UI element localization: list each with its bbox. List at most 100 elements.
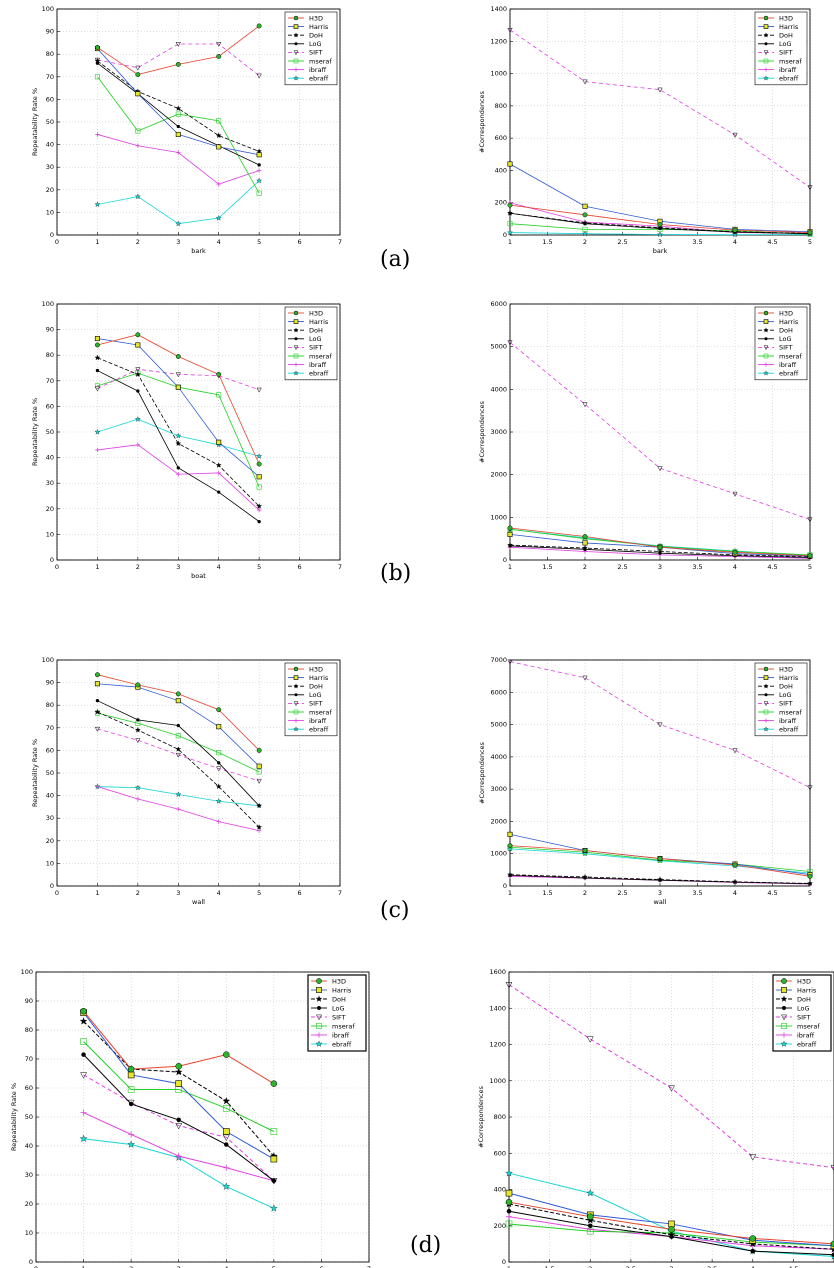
x-tick-label: 2 bbox=[583, 889, 587, 897]
legend-label-SIFT: SIFT bbox=[309, 700, 323, 708]
data-point bbox=[216, 439, 222, 445]
y-tick-label: 80 bbox=[46, 701, 54, 709]
legend-marker bbox=[294, 42, 298, 46]
data-point bbox=[256, 828, 262, 833]
data-point bbox=[127, 1140, 135, 1148]
x-tick-label: 2.5 bbox=[617, 563, 627, 571]
x-tick-label: 4 bbox=[217, 889, 221, 897]
data-point bbox=[223, 1164, 230, 1171]
data-point bbox=[507, 845, 513, 852]
series-line bbox=[509, 661, 811, 788]
data-point bbox=[215, 783, 222, 790]
y-tick-label: 1400 bbox=[489, 1004, 506, 1012]
data-point bbox=[256, 484, 262, 490]
data-point bbox=[175, 372, 181, 378]
y-tick-label: 0 bbox=[50, 556, 54, 564]
x-tick-label: 2.5 bbox=[617, 238, 627, 246]
y-tick-label: 10 bbox=[46, 530, 54, 538]
y-tick-label: 10 bbox=[46, 208, 54, 216]
legend-label-DoH: DoH bbox=[332, 995, 346, 1003]
legend-marker bbox=[293, 75, 299, 81]
data-point bbox=[256, 778, 262, 784]
x-tick-label: 1 bbox=[95, 889, 99, 897]
legend-label-mseraf: mseraf bbox=[309, 708, 332, 716]
legend-label-mseraf: mseraf bbox=[309, 352, 332, 360]
legend-marker bbox=[763, 345, 769, 351]
y-tick-label: 20 bbox=[46, 505, 54, 513]
data-point bbox=[128, 1131, 135, 1138]
data-point bbox=[256, 190, 262, 196]
legend-label-LoG: LoG bbox=[309, 40, 322, 48]
data-point bbox=[136, 718, 140, 722]
data-point bbox=[257, 519, 261, 524]
legend-marker bbox=[763, 353, 769, 359]
legend-marker bbox=[763, 709, 769, 715]
x-tick-label: 2 bbox=[583, 238, 587, 246]
legend-label-DoH: DoH bbox=[779, 32, 793, 40]
x-axis-label: wall bbox=[192, 898, 205, 906]
data-point bbox=[134, 416, 141, 422]
legend-box bbox=[754, 11, 808, 86]
data-point bbox=[657, 722, 663, 728]
data-point bbox=[94, 44, 100, 50]
y-tick-label: 70 bbox=[25, 1055, 33, 1063]
data-point bbox=[79, 1017, 88, 1025]
x-tick-label: 2 bbox=[588, 1265, 592, 1268]
legend-label-DoH: DoH bbox=[309, 327, 323, 335]
series-LoG bbox=[95, 368, 261, 524]
y-tick-label: 5000 bbox=[490, 343, 507, 351]
x-tick-label: 1 bbox=[82, 1265, 86, 1268]
data-point bbox=[807, 185, 813, 191]
plot-frame bbox=[56, 303, 341, 561]
legend-marker bbox=[763, 666, 769, 672]
data-point bbox=[127, 1065, 135, 1073]
legend-marker bbox=[763, 701, 769, 707]
x-tick-label: 2 bbox=[129, 1265, 133, 1268]
legend-marker bbox=[293, 701, 299, 707]
series-SIFT bbox=[505, 982, 834, 1172]
y-tick-label: 40 bbox=[46, 792, 54, 800]
y-tick-label: 20 bbox=[46, 837, 54, 845]
legend-label-DoH: DoH bbox=[309, 683, 323, 691]
series-H3D bbox=[94, 332, 262, 467]
y-tick-label: 1200 bbox=[490, 37, 507, 45]
data-point bbox=[136, 389, 140, 393]
data-point bbox=[79, 1134, 88, 1143]
series-mseraf bbox=[80, 1038, 278, 1135]
x-tick-label: 3 bbox=[658, 889, 662, 897]
y-axis-label: Repeatability Rate % bbox=[31, 739, 39, 807]
data-point bbox=[175, 105, 182, 111]
x-tick-label: 4 bbox=[751, 1265, 755, 1268]
legend-label-DoH: DoH bbox=[797, 995, 811, 1003]
data-point bbox=[256, 507, 262, 513]
legend-marker bbox=[293, 353, 299, 359]
data-point bbox=[256, 474, 262, 480]
series-SIFT bbox=[507, 340, 813, 523]
data-point bbox=[94, 386, 101, 392]
data-point bbox=[830, 1252, 834, 1260]
data-point bbox=[586, 1036, 594, 1043]
legend-marker bbox=[781, 987, 787, 993]
data-point bbox=[80, 1007, 87, 1015]
legend-marker bbox=[316, 1032, 322, 1038]
data-point bbox=[657, 224, 663, 231]
y-tick-label: 50 bbox=[25, 1113, 33, 1121]
x-tick-label: 7 bbox=[338, 889, 342, 897]
data-point bbox=[94, 708, 101, 715]
y-tick-label: 1600 bbox=[489, 968, 506, 976]
legend-marker bbox=[294, 337, 298, 341]
data-point bbox=[507, 531, 513, 537]
series-line bbox=[83, 1074, 275, 1182]
x-tick-label: 6 bbox=[298, 238, 302, 246]
data-point bbox=[657, 548, 663, 554]
legend-marker bbox=[293, 345, 299, 351]
x-tick-label: 2 bbox=[136, 563, 140, 571]
y-tick-label: 0 bbox=[29, 1258, 33, 1266]
series-LoG bbox=[95, 699, 261, 808]
data-point bbox=[222, 1134, 230, 1142]
y-tick-label: 4000 bbox=[490, 753, 507, 761]
data-point bbox=[668, 1226, 675, 1233]
y-tick-label: 20 bbox=[25, 1200, 33, 1208]
